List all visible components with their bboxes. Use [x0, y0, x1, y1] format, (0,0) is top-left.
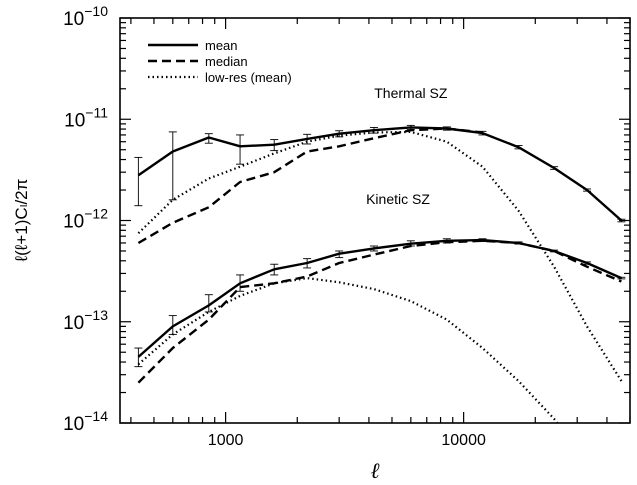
kinetic-sz-solid-series [138, 240, 621, 357]
error-bars [134, 125, 625, 366]
y-tick-base: 10 [63, 9, 84, 30]
y-tick-label: 10−14 [63, 408, 108, 435]
y-tick-label: 10−11 [64, 104, 108, 131]
thermal-sz-annotation: Thermal SZ [374, 85, 448, 101]
x-tick-label: 1000 [208, 432, 244, 449]
thermal-sz-dotted-series [138, 132, 621, 381]
x-tick-label: 10000 [441, 432, 486, 449]
kinetic-sz-dotted-series [138, 278, 621, 485]
y-tick-exponent: −11 [85, 104, 108, 120]
y-axis-label: ℓ(ℓ+1)Cₗ/2π [12, 179, 31, 263]
y-tick-base: 10 [64, 110, 85, 131]
y-tick-label: 10−10 [63, 3, 108, 30]
plot-frame [120, 18, 630, 423]
y-tick-exponent: −13 [84, 307, 108, 323]
y-tick-base: 10 [63, 212, 84, 233]
y-tick-base: 10 [63, 313, 84, 334]
y-tick-exponent: −12 [84, 206, 108, 222]
legend-mean-label: mean [205, 38, 238, 53]
legend-lowres-label: low-res (mean) [205, 70, 292, 85]
y-tick-exponent: −14 [84, 408, 108, 424]
y-tick-label: 10−12 [63, 206, 108, 233]
legend-median-label: median [205, 54, 248, 69]
kinetic-sz-annotation: Kinetic SZ [366, 191, 430, 207]
y-tick-label: 10−13 [63, 307, 108, 334]
x-axis-label: ℓ [370, 458, 380, 483]
y-tick-exponent: −10 [84, 3, 108, 19]
legend: mean median low-res (mean) [148, 38, 292, 85]
y-tick-base: 10 [63, 414, 84, 435]
